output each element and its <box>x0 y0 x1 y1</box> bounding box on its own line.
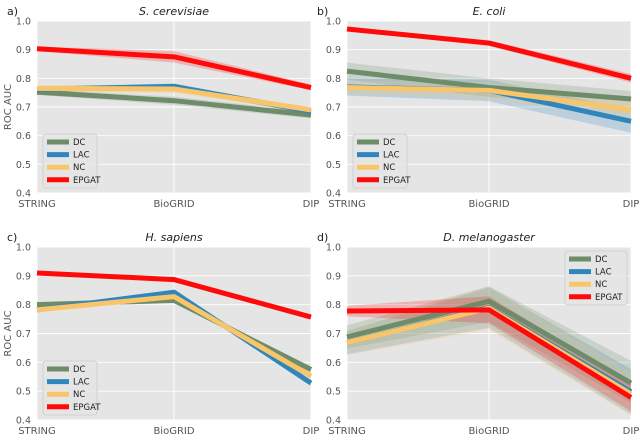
x-tick-label: BioGRID <box>468 199 509 210</box>
x-tick-label: BioGRID <box>153 426 194 437</box>
y-tick-label: 0.6 <box>326 358 341 369</box>
band-nc <box>37 84 311 113</box>
y-tick-label: 0.9 <box>326 45 341 56</box>
legend-label: LAC <box>383 151 400 161</box>
panel-2: 0.4 0.5 0.6 0.7 0.8 0.9 1.0 STRING BioGRID DIP E. … <box>317 5 639 210</box>
band-dc <box>347 62 631 107</box>
y-tick-label: 0.7 <box>326 329 341 340</box>
panel-label: b) <box>317 5 328 18</box>
legend-label: DC <box>73 138 86 148</box>
panel-label: c) <box>7 231 17 244</box>
y-tick-label: 0.6 <box>16 131 31 142</box>
legend-frame <box>352 133 408 189</box>
panel-3: 0.4 0.5 0.6 0.7 0.8 0.9 1.0 STRING BioGRID DIP H. … <box>3 231 319 437</box>
x-tick-label: DIP <box>303 199 320 210</box>
legend-label: NC <box>73 163 85 173</box>
y-axis-label: ROC AUC <box>3 84 14 130</box>
x-tick-label: STRING <box>328 199 366 210</box>
series-line-dc <box>346 298 633 386</box>
y-axis-label: ROC AUC <box>3 310 14 356</box>
series-line-nc <box>36 85 312 113</box>
series-line-epgat <box>36 46 312 90</box>
panel-4: 0.4 0.5 0.6 0.7 0.8 0.9 1.0 STRING BioGRID DIP D. … <box>317 231 639 437</box>
y-tick-label: 0.9 <box>16 45 31 56</box>
y-tick-label: 1.0 <box>326 243 341 254</box>
y-tick-label: 1.0 <box>16 17 31 28</box>
x-tick-label: STRING <box>18 426 56 437</box>
y-tick-label: 0.5 <box>326 160 341 171</box>
y-tick-label: 0.4 <box>326 189 341 200</box>
y-tick-label: 0.8 <box>326 300 341 311</box>
y-tick-label: 0.4 <box>16 416 31 427</box>
legend-frame <box>564 250 628 306</box>
y-tick-label: 0.5 <box>16 387 31 398</box>
legend-frame <box>42 360 98 416</box>
y-tick-label: 0.6 <box>326 131 341 142</box>
y-tick-label: 0.5 <box>326 387 341 398</box>
panel-label: a) <box>7 5 18 18</box>
band-lac <box>347 78 631 133</box>
legend-label: DC <box>383 138 396 148</box>
series-line-epgat <box>36 270 312 320</box>
legend-label: EPGAT <box>73 403 101 413</box>
legend-label: EPGAT <box>73 176 101 186</box>
legend: DC LAC NC EPGAT <box>352 133 411 189</box>
legend-label: NC <box>595 280 607 290</box>
x-tick-label: BioGRID <box>468 426 509 437</box>
legend: DC LAC NC EPGAT <box>42 360 101 416</box>
band-epgat <box>347 296 631 412</box>
band-dc <box>347 286 631 403</box>
x-tick-label: BioGRID <box>153 199 194 210</box>
y-tick-label: 0.8 <box>326 74 341 85</box>
y-tick-label: 0.8 <box>16 300 31 311</box>
legend-label: DC <box>73 365 86 375</box>
series-line-nc <box>346 85 632 113</box>
y-tick-label: 0.9 <box>16 271 31 282</box>
x-tick-label: STRING <box>18 199 56 210</box>
legend: DC LAC NC EPGAT <box>564 250 628 306</box>
y-tick-label: 0.7 <box>16 329 31 340</box>
x-tick-label: DIP <box>303 426 320 437</box>
y-tick-label: 0.7 <box>326 103 341 114</box>
series-line-dc <box>346 68 632 102</box>
series-line-epgat <box>346 307 633 400</box>
legend-label: DC <box>595 255 608 265</box>
y-tick-label: 0.7 <box>16 103 31 114</box>
panel-title: D. melanogaster <box>443 231 536 244</box>
legend-label: LAC <box>73 151 90 161</box>
legend-label: LAC <box>595 268 612 278</box>
panel-label: d) <box>317 231 328 244</box>
y-tick-label: 0.4 <box>326 416 341 427</box>
legend-label: NC <box>383 163 395 173</box>
y-tick-label: 0.5 <box>16 160 31 171</box>
panel-title: H. sapiens <box>145 231 203 244</box>
y-tick-label: 0.8 <box>16 74 31 85</box>
legend: DC LAC NC EPGAT <box>42 133 101 189</box>
legend-label: EPGAT <box>595 293 623 303</box>
legend-frame <box>42 133 98 189</box>
series-line-dc <box>36 89 312 118</box>
legend-label: EPGAT <box>383 176 411 186</box>
x-tick-label: DIP <box>623 426 640 437</box>
y-tick-label: 1.0 <box>326 17 341 28</box>
x-tick-label: STRING <box>328 426 366 437</box>
legend-label: NC <box>73 390 85 400</box>
y-tick-label: 1.0 <box>16 243 31 254</box>
x-tick-label: DIP <box>623 199 640 210</box>
series-line-epgat <box>346 26 632 81</box>
panel-1: 0.4 0.5 0.6 0.7 0.8 0.9 1.0 STRING BioGRID DIP S. … <box>3 5 319 210</box>
panel-title: S. cerevisiae <box>139 5 209 18</box>
series-line-nc <box>36 294 313 379</box>
y-tick-label: 0.4 <box>16 189 31 200</box>
panel-title: E. coli <box>473 5 506 18</box>
legend-label: LAC <box>73 378 90 388</box>
y-tick-label: 0.9 <box>326 271 341 282</box>
y-tick-label: 0.6 <box>16 358 31 369</box>
